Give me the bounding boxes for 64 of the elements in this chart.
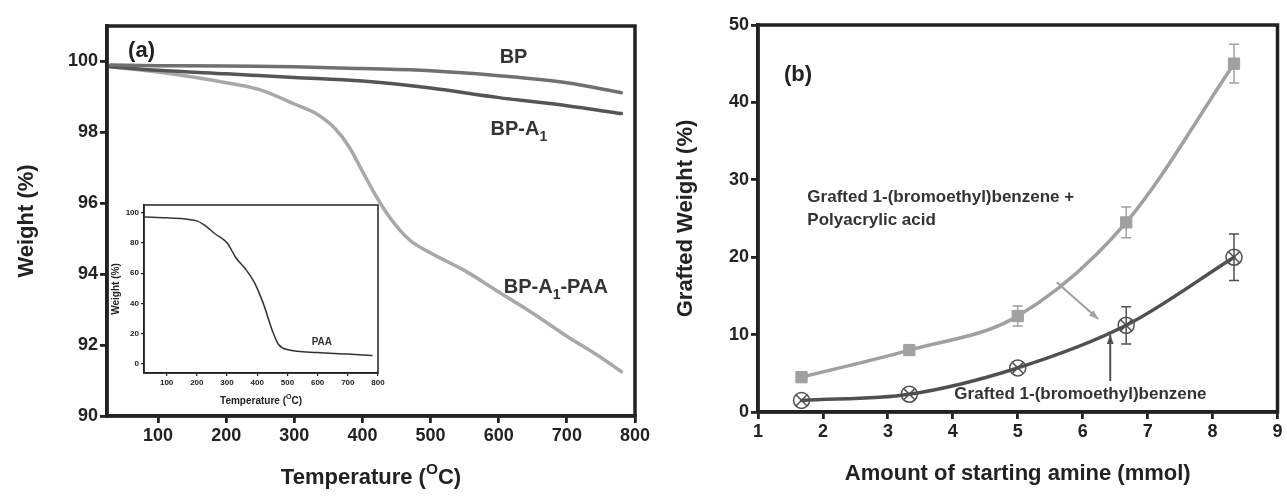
x-tick-label: 600 (310, 378, 325, 387)
series-label: BP (499, 44, 528, 67)
point (903, 343, 916, 357)
y-tick-label: 0 (738, 400, 749, 421)
x-tick-label: 300 (279, 424, 310, 445)
x-tick-label: 9 (1272, 420, 1283, 441)
x-tick-label: 6 (1077, 420, 1088, 441)
point (795, 371, 808, 384)
line-series (144, 216, 373, 357)
y-axis-title: Weight (%) (109, 263, 121, 315)
x-tick-label: 5 (1012, 420, 1023, 441)
y-tick-label: 60 (130, 268, 140, 278)
x-tick-label: 7 (1142, 420, 1153, 441)
x-tick-label: 500 (280, 378, 295, 387)
y-tick-label: 40 (728, 91, 749, 112)
x-tick-label: 1 (752, 420, 764, 441)
point (792, 391, 811, 410)
x-axis-title: Amount of starting amine (mmol) (844, 460, 1191, 486)
y-tick-label: 10 (728, 323, 749, 344)
y-tick-label: 90 (77, 404, 98, 425)
line-series (108, 63, 624, 95)
annotation: (a) (128, 36, 156, 62)
x-tick-label: 500 (415, 424, 446, 445)
y-tick-label: 40 (130, 298, 140, 308)
x-tick-label: 200 (211, 424, 242, 445)
y-tick-label: 30 (728, 168, 749, 189)
series-label: Grafted 1-(bromoethyl)benzene (954, 384, 1207, 404)
x-tick-label: 700 (551, 424, 582, 445)
y-tick-label: 50 (728, 13, 749, 34)
x-tick-label: 700 (341, 378, 356, 387)
x-tick-label: 100 (159, 378, 174, 387)
x-tick-label: 8 (1207, 420, 1218, 441)
point (1120, 216, 1133, 229)
x-tick-label: 600 (483, 424, 514, 445)
y-tick-label: 94 (77, 263, 98, 284)
x-tick-label: 300 (220, 378, 235, 387)
y-tick-label: 92 (77, 334, 98, 355)
x-tick-label: 800 (371, 378, 386, 387)
x-tick-label: 3 (882, 420, 893, 441)
y-tick-label: 20 (130, 328, 140, 338)
x-tick-label: 800 (619, 424, 651, 445)
series-label: PAA (311, 335, 333, 347)
x-tick-label: 400 (250, 378, 265, 387)
y-tick-label: 100 (125, 207, 140, 217)
y-tick-label: 0 (134, 359, 140, 369)
x-tick-label: 2 (817, 420, 828, 441)
x-tick-label: 100 (143, 424, 174, 445)
y-tick-label: 98 (77, 121, 98, 142)
y-axis-title: Grafted Weight (%) (672, 119, 698, 318)
annotation: (b) (783, 60, 813, 86)
y-tick-label: 100 (67, 50, 98, 71)
series-label: Grafted 1-(bromoethyl)benzene + Polyacrylic acid (807, 186, 1075, 229)
x-tick-label: 4 (947, 420, 958, 441)
line-series (108, 65, 624, 116)
point (1117, 316, 1135, 335)
x-tick-label: 400 (347, 424, 378, 445)
x-tick-label: 200 (190, 378, 205, 387)
point (1009, 359, 1027, 377)
y-tick-label: 96 (77, 192, 98, 213)
y-tick-label: 20 (728, 246, 749, 267)
point (900, 385, 919, 403)
y-axis-title: Weight (%) (13, 164, 39, 278)
point (1225, 248, 1243, 266)
y-tick-label: 80 (130, 238, 140, 248)
